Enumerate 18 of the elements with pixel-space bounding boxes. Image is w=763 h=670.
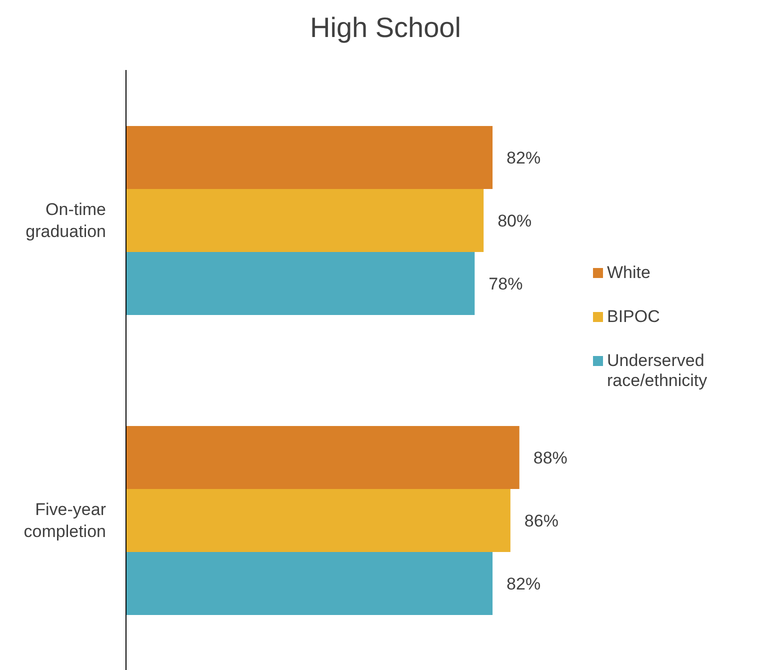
legend-label: White — [607, 263, 650, 283]
legend-label: Underserved race/ethnicity — [607, 351, 708, 391]
bar — [126, 126, 493, 189]
data-label: 78% — [488, 274, 523, 294]
data-label: 88% — [533, 448, 568, 468]
bar — [126, 426, 520, 489]
bar — [126, 552, 493, 615]
chart-title: High School — [309, 12, 462, 44]
y-tick-label: Five-year completion — [24, 500, 106, 541]
bar — [126, 489, 510, 552]
bar — [126, 252, 475, 315]
legend-label: BIPOC — [607, 307, 660, 327]
data-label: 86% — [524, 512, 558, 530]
bar — [126, 189, 484, 252]
data-label: 82% — [506, 574, 541, 594]
y-tick-label: On-time graduation — [26, 200, 106, 241]
data-label: 82% — [506, 148, 541, 168]
data-label: 80% — [498, 212, 532, 230]
